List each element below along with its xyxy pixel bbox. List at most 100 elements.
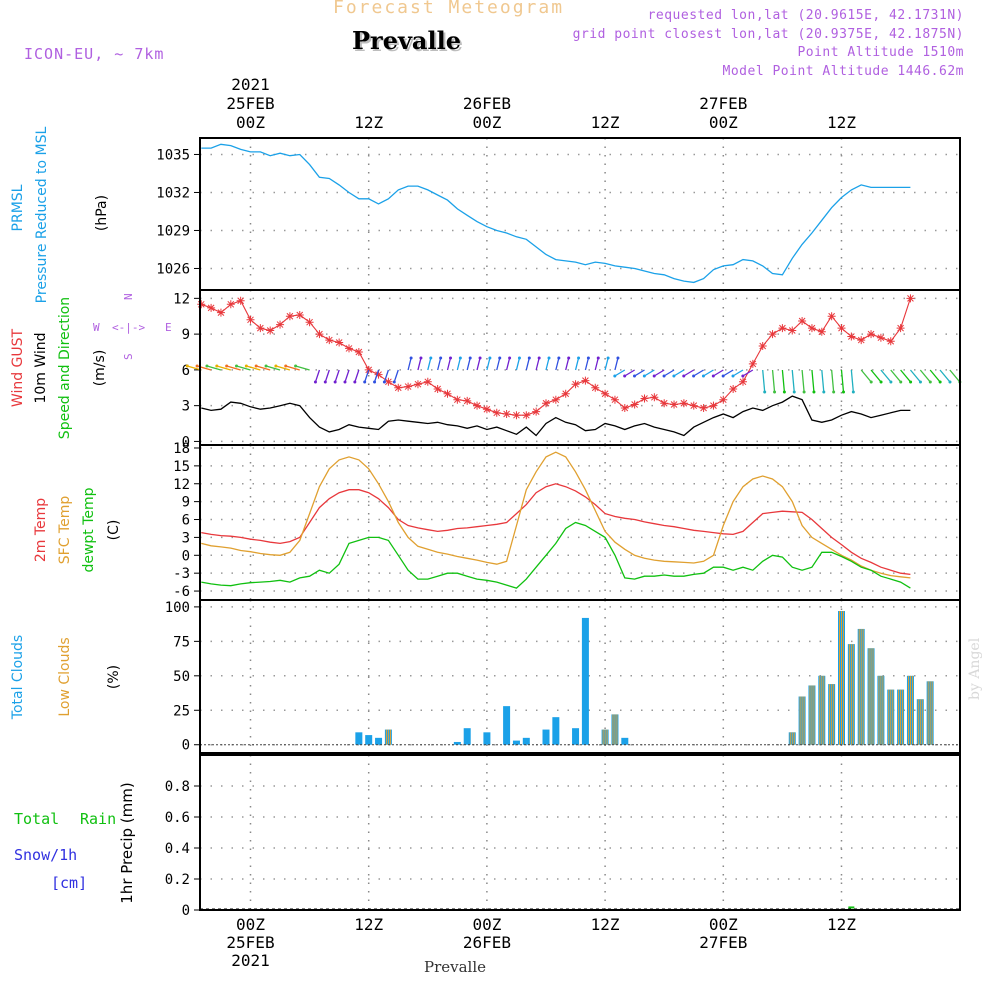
wind-arrow-head <box>731 374 735 378</box>
cloud-bar-total <box>463 728 471 745</box>
wind-arrow-head <box>323 380 327 384</box>
cloud-bar-total <box>581 617 589 745</box>
wind-direction-arrow <box>624 369 635 377</box>
bottom-time-label: 12Z <box>354 915 383 934</box>
cloud-bar-low-stripe <box>831 684 833 745</box>
wind-direction-arrow <box>584 357 590 371</box>
wind-direction-arrow <box>909 369 921 383</box>
bottom-time-label: 00Z <box>472 915 501 934</box>
cloud-bar-low-stripe <box>823 675 825 745</box>
wind-direction-arrow <box>466 357 471 371</box>
gust-marker <box>492 408 501 417</box>
wind-direction-arrow <box>446 357 452 371</box>
y-tick-label: 25 <box>173 703 190 719</box>
gust-marker <box>581 376 590 385</box>
cloud-bar-total <box>503 706 511 745</box>
gust-marker <box>354 348 363 356</box>
wind-arrow-head <box>439 356 443 360</box>
wind-arrow-head <box>225 364 229 368</box>
y-tick-label: 3 <box>182 530 190 546</box>
wind-direction-arrow <box>226 365 241 371</box>
gust-marker <box>778 324 787 333</box>
wind-direction-arrow <box>354 369 360 383</box>
cloud-bar-low-stripe <box>387 729 389 745</box>
direction-legend-south: S <box>122 353 135 360</box>
wind-arrow-head <box>918 380 922 384</box>
gust-marker <box>236 296 245 305</box>
cloud-bar-low-stripe <box>799 696 801 745</box>
bottom-time-label: 2021 <box>231 951 270 970</box>
wind-direction-arrow <box>265 365 281 371</box>
cloud-bar-total <box>483 732 491 745</box>
wind-direction-arrow <box>505 357 511 371</box>
cloud-bar-low-stripe <box>880 675 882 745</box>
bottom-time-label: 12Z <box>591 915 620 934</box>
wind-arrow-head <box>392 380 396 384</box>
wind-arrow-head <box>711 374 715 378</box>
gust-marker <box>433 384 442 393</box>
wind-direction-arrow <box>417 357 422 371</box>
wind-arrow-head <box>274 364 278 368</box>
series-line-dewpt-temp <box>201 521 911 589</box>
gust-marker <box>768 330 777 339</box>
wind-arrow-head <box>567 356 571 360</box>
cloud-bar-total <box>572 728 580 745</box>
gust-marker <box>670 400 679 409</box>
label-wind-gust: Wind GUST <box>10 328 26 407</box>
gust-marker <box>453 395 462 404</box>
wind-direction-arrow <box>344 369 350 383</box>
wind-arrow-head <box>264 364 268 368</box>
bottom-time-label: 00Z <box>709 915 738 934</box>
bottom-time-label: 25FEB <box>226 933 274 952</box>
wind-arrow-head <box>498 356 502 360</box>
wind-arrow-head <box>488 356 492 360</box>
wind-arrow-head <box>333 380 337 384</box>
wind-arrow-head <box>948 380 952 384</box>
gust-marker <box>276 320 285 329</box>
wind-arrow-head <box>195 364 199 368</box>
wind-arrow-head <box>812 390 816 394</box>
wind-direction-arrow <box>314 369 321 383</box>
wind-direction-arrow <box>256 365 271 371</box>
gust-marker <box>207 303 216 312</box>
gust-marker <box>315 330 324 339</box>
gust-marker <box>473 401 482 410</box>
series-line-2m-temp <box>201 483 911 576</box>
wind-direction-arrow <box>850 369 854 393</box>
cloud-bar-low-stripe <box>911 675 913 745</box>
wind-arrow-head <box>623 374 627 378</box>
wind-arrow-head <box>682 374 686 378</box>
y-tick-label: 100 <box>165 600 190 616</box>
label-total: Total <box>14 810 59 828</box>
gust-marker <box>689 401 698 410</box>
cloud-bar-low-stripe <box>902 689 904 745</box>
label-cm-unit: [cm] <box>51 874 87 892</box>
wind-direction-arrow <box>324 369 330 383</box>
wind-arrow-head <box>928 380 932 384</box>
wind-arrow-head <box>672 374 676 378</box>
y-tick-label: 1032 <box>156 185 190 201</box>
cloud-bar-low-stripe <box>604 729 606 745</box>
wind-arrow-head <box>577 356 581 360</box>
top-time-label: 00Z <box>472 113 501 132</box>
bottom-time-label: 27FEB <box>699 933 747 952</box>
wind-arrow-head <box>633 374 636 378</box>
gust-marker <box>404 382 413 391</box>
cloud-bar-low-stripe <box>819 675 821 745</box>
gust-marker <box>384 377 393 386</box>
wind-arrow-head <box>458 356 462 360</box>
gust-marker <box>463 396 472 405</box>
cloud-bar-low-stripe <box>813 685 815 745</box>
gust-marker <box>620 404 629 413</box>
cloud-bar-low-stripe <box>852 644 854 745</box>
panel-frame-pressure <box>199 137 961 291</box>
cloud-bar-total <box>375 737 383 745</box>
gust-marker <box>679 399 688 408</box>
gust-marker <box>857 336 866 345</box>
wind-direction-arrow <box>712 369 724 377</box>
wind-arrow-head <box>429 356 433 360</box>
wind-direction-arrow <box>574 357 580 371</box>
wind-direction-arrow <box>614 369 626 377</box>
wind-direction-arrow <box>594 357 599 371</box>
